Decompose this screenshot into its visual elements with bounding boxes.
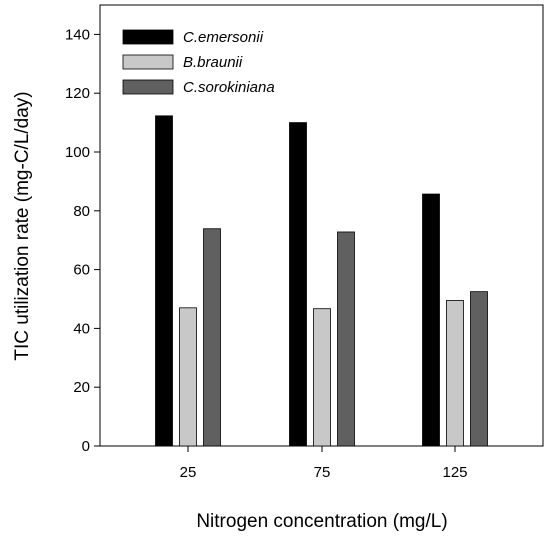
y-tick-label: 0 [82, 438, 90, 455]
y-tick-label: 40 [73, 320, 90, 337]
y-axis-label: TIC utilization rate (mg-C/L/day) [12, 91, 33, 360]
bar [337, 231, 355, 447]
bar [155, 115, 173, 447]
x-axis: 25 75 125 [180, 446, 468, 481]
bar [203, 228, 221, 447]
y-tick-label: 140 [65, 26, 90, 43]
y-tick-label: 20 [73, 379, 90, 396]
y-tick-label: 100 [65, 144, 90, 161]
x-tick-label: 125 [442, 464, 467, 481]
bar [446, 300, 464, 447]
legend-swatch [122, 79, 174, 95]
bar [289, 122, 307, 447]
y-tick-label: 80 [73, 203, 90, 220]
legend-label: B.braunii [183, 54, 243, 71]
x-tick-label: 25 [180, 464, 197, 481]
legend: C.emersonii B.braunii C.sorokiniana [122, 29, 275, 96]
legend-label: C.sorokiniana [183, 79, 275, 96]
x-axis-label: Nitrogen concentration (mg/L) [196, 511, 447, 532]
legend-swatch [122, 29, 174, 45]
legend-swatch [122, 54, 174, 70]
bar [313, 308, 331, 447]
x-tick-label: 75 [314, 464, 331, 481]
bar [470, 291, 488, 447]
y-tick-label: 120 [65, 85, 90, 102]
bar [179, 307, 197, 447]
y-axis: 0 20 40 60 80 100 120 140 [65, 26, 100, 455]
bar [422, 193, 440, 447]
y-tick-label: 60 [73, 262, 90, 279]
bar-group [155, 115, 488, 447]
legend-label: C.emersonii [183, 29, 264, 46]
